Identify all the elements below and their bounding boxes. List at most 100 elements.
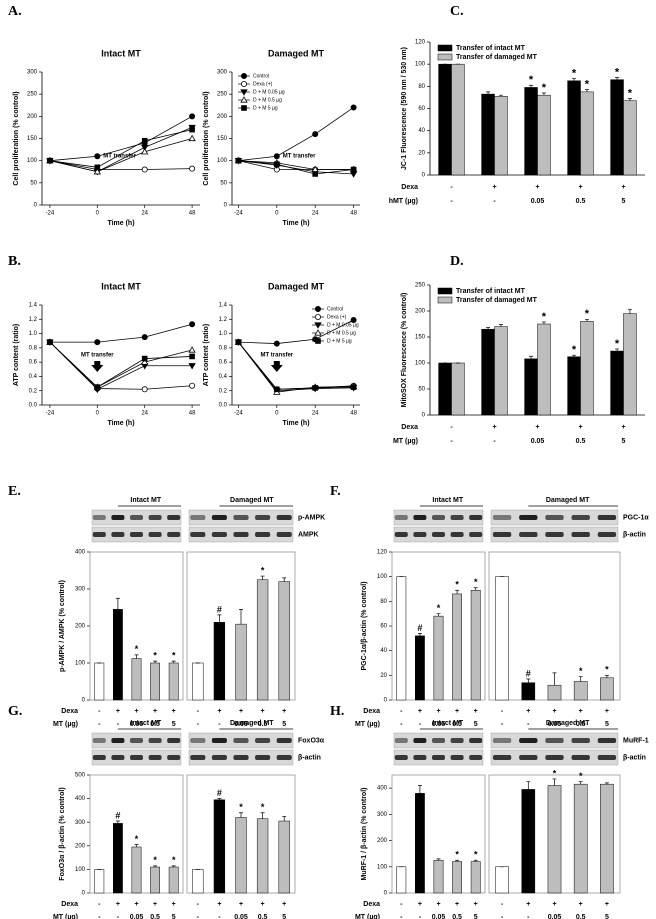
bar — [521, 789, 536, 894]
panel-letter: F. — [330, 484, 341, 499]
point — [273, 386, 280, 393]
significance: * — [542, 82, 547, 94]
condition-value: 5 — [172, 914, 176, 919]
condition-value: + — [436, 901, 440, 908]
y-tick-label: 1.0 — [29, 331, 38, 337]
significance: * — [615, 66, 620, 78]
condition-label: Dexa — [363, 901, 380, 908]
significance: * — [153, 855, 157, 865]
condition-value: - — [450, 438, 453, 445]
y-tick-label: 40 — [380, 648, 387, 654]
y-tick-label: 80 — [380, 599, 387, 605]
significance: * — [628, 87, 633, 99]
blot-band — [211, 532, 227, 537]
condition-value: + — [239, 901, 243, 908]
condition-value: 5 — [622, 198, 626, 205]
blot-band — [431, 515, 446, 520]
significance: * — [572, 67, 577, 79]
condition-value: + — [474, 708, 478, 715]
bar — [168, 866, 179, 894]
error-bar — [578, 676, 583, 682]
y-tick-label: 300 — [75, 820, 86, 826]
y-tick-label: 400 — [75, 796, 86, 802]
blot-band — [92, 755, 106, 760]
bar — [213, 799, 226, 894]
group-title: Intact MT — [130, 497, 161, 504]
condition-value: - — [501, 901, 504, 908]
condition-value: + — [605, 901, 609, 908]
panel-letter: A. — [8, 4, 22, 19]
point — [94, 153, 101, 160]
y-tick-label: 0 — [34, 203, 38, 209]
condition-value: + — [153, 708, 157, 715]
annotation: MT transfer — [283, 153, 316, 159]
blot-band — [233, 755, 249, 760]
blot-label: β-actin — [298, 754, 321, 761]
condition-value: - — [117, 721, 120, 728]
blot-band — [167, 515, 181, 520]
error-bar — [526, 678, 531, 683]
condition-value: - — [493, 198, 496, 205]
significance: * — [585, 79, 590, 91]
condition-value: - — [501, 914, 504, 919]
blot-band — [492, 532, 512, 537]
y-tick-label: 20 — [418, 150, 425, 156]
error-bar — [615, 77, 620, 80]
x-tick-label: 0 — [96, 211, 100, 217]
bar — [521, 682, 536, 701]
y-tick-label: 0.8 — [29, 345, 38, 351]
bar — [537, 94, 551, 176]
condition-value: + — [578, 424, 582, 431]
point — [141, 137, 148, 144]
y-tick-label: 0 — [384, 698, 388, 704]
legend-marker — [314, 322, 322, 329]
condition-value: - — [218, 721, 221, 728]
condition-value: - — [197, 914, 200, 919]
condition-value: - — [501, 708, 504, 715]
condition-value: + — [116, 708, 120, 715]
blot-band — [469, 755, 483, 760]
blot-band — [450, 755, 464, 760]
condition-value: - — [493, 438, 496, 445]
error-bar — [552, 672, 557, 686]
condition-value: - — [218, 914, 221, 919]
blot-band — [431, 738, 446, 743]
bar — [610, 79, 624, 176]
condition-value: 0.05 — [234, 721, 248, 728]
condition-value: 0.05 — [432, 721, 446, 728]
condition-value: + — [526, 901, 530, 908]
error-bar — [578, 781, 583, 785]
y-axis-label: Cell proliferation (% control) — [13, 91, 20, 185]
series-line — [49, 138, 193, 173]
condition-value: - — [98, 914, 101, 919]
annotation-arrow — [91, 361, 104, 372]
blot-band — [597, 738, 617, 743]
condition-value: + — [455, 901, 459, 908]
y-tick-label: 0.0 — [29, 403, 38, 409]
legend-swatch — [437, 53, 453, 61]
condition-value: 5 — [605, 721, 609, 728]
blot-band — [597, 532, 617, 537]
y-tick-label: 1.0 — [219, 331, 228, 337]
condition-value: 0.05 — [548, 914, 562, 919]
blot-band — [167, 532, 181, 537]
bar — [451, 63, 465, 176]
condition-value: + — [116, 901, 120, 908]
legend-swatch — [437, 44, 453, 52]
blot-band — [413, 738, 427, 743]
condition-value: + — [578, 184, 582, 191]
y-axis-label: PGC-1α/β-actin (% control) — [361, 581, 368, 670]
significance: * — [529, 74, 534, 86]
condition-value: - — [400, 721, 403, 728]
legend-swatch — [437, 296, 453, 304]
point — [94, 339, 101, 346]
error-bar — [552, 778, 557, 786]
y-tick-label: 0.4 — [29, 374, 38, 380]
condition-value: + — [282, 708, 286, 715]
blot-label: PGC-1α — [623, 514, 649, 521]
significance: * — [615, 338, 620, 350]
condition-label: Dexa — [363, 708, 380, 715]
series-line — [238, 160, 354, 175]
condition-value: + — [261, 708, 265, 715]
